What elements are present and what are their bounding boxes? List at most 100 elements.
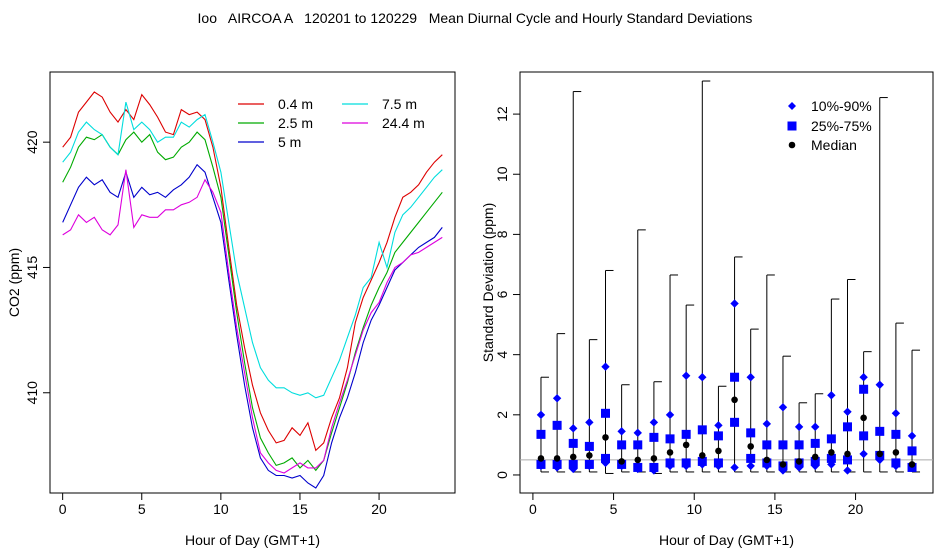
left-y-tick-label: 410: [24, 381, 40, 405]
point-median: [908, 461, 916, 468]
point-10-90-high: [585, 418, 594, 427]
right-y-tick-label: 8: [494, 230, 510, 238]
right-x-tick-label: 20: [848, 501, 864, 517]
point-25-75-low: [810, 456, 820, 466]
point-25-75-high: [649, 432, 659, 442]
point-10-90-low: [746, 461, 755, 471]
right-x-tick-label: 10: [686, 501, 702, 517]
line-series-7-5-m: [62, 101, 443, 399]
point-median: [634, 456, 642, 464]
left-x-tick-label: 20: [371, 501, 387, 517]
legend-dot-swatch: [788, 141, 796, 149]
point-10-90-high: [569, 424, 578, 433]
point-25-75-low: [601, 453, 611, 463]
legend-diamond-swatch: [788, 102, 796, 110]
point-25-75-low: [649, 462, 659, 472]
point-10-90-high: [875, 380, 884, 389]
point-median: [892, 449, 900, 456]
point-25-75-high: [810, 438, 820, 448]
point-25-75-low: [552, 459, 562, 469]
right-y-tick-label: 10: [494, 166, 510, 182]
point-10-90-high: [843, 407, 852, 417]
left-x-tick-label: 0: [59, 501, 67, 517]
left-y-tick-label: 415: [24, 256, 40, 280]
point-median: [553, 455, 561, 462]
right-x-tick-label: 5: [610, 501, 618, 517]
point-10-90-high: [778, 403, 788, 412]
legend-label: 5 m: [278, 134, 301, 150]
point-10-90-high: [681, 371, 691, 380]
legend-label: Median: [811, 137, 857, 153]
point-median: [537, 455, 545, 462]
point-25-75-high: [859, 384, 869, 394]
left-plot-frame: [49, 71, 456, 494]
point-25-75-low: [891, 458, 901, 468]
point-25-75-high: [536, 429, 546, 439]
point-10-90-low: [859, 449, 868, 459]
point-10-90-high: [665, 410, 675, 420]
point-10-90-high: [633, 428, 642, 438]
legend-label: 24.4 m: [382, 115, 425, 131]
line-series-24-4-m: [62, 169, 443, 474]
point-median: [811, 453, 819, 461]
point-25-75-high: [552, 420, 562, 430]
point-25-75-low: [568, 459, 578, 469]
right-y-tick-label: 0: [494, 471, 510, 479]
point-25-75-high: [730, 372, 740, 382]
point-10-90-low: [730, 463, 739, 472]
right-y-tick-label: 6: [494, 290, 510, 298]
point-25-75-high: [746, 428, 756, 438]
legend-square-swatch: [787, 121, 797, 131]
point-median: [586, 452, 593, 459]
legend-label: 7.5 m: [382, 96, 417, 112]
line-series-0-4-m: [62, 91, 443, 452]
point-10-90-high: [698, 373, 707, 382]
point-median: [747, 443, 754, 450]
point-25-75-high: [713, 431, 723, 441]
legend-label: 0.4 m: [278, 96, 313, 112]
left-x-axis-label: Hour of Day (GMT+1): [185, 532, 320, 548]
point-25-75-high: [762, 440, 772, 450]
point-25-75-high: [584, 441, 594, 451]
legend-label: 10%-90%: [811, 98, 872, 114]
right-y-axis-label: Standard Deviation (ppm): [480, 203, 496, 363]
point-25-75-low: [746, 453, 756, 463]
point-10-90-high: [891, 409, 901, 418]
point-25-75-low: [713, 458, 723, 468]
left-y-tick-label: 420: [24, 130, 40, 154]
point-10-90-high: [536, 410, 546, 420]
point-10-90-high: [794, 422, 804, 432]
left-x-tick-label: 10: [213, 501, 229, 517]
legend-label: 2.5 m: [278, 115, 313, 131]
point-25-75-high: [665, 434, 675, 444]
point-10-90-high: [714, 421, 723, 430]
point-10-90-high: [859, 373, 868, 382]
point-median: [844, 450, 851, 458]
point-10-90-high: [907, 431, 917, 441]
point-25-75-low: [730, 417, 740, 427]
point-median: [569, 453, 577, 461]
point-25-75-low: [681, 458, 691, 468]
point-median: [860, 414, 867, 422]
point-25-75-high: [681, 429, 691, 439]
legend-label: 25%-75%: [811, 118, 872, 134]
point-25-75-high: [633, 440, 643, 450]
point-25-75-low: [665, 458, 675, 468]
point-25-75-low: [826, 453, 836, 463]
right-x-axis-label: Hour of Day (GMT+1): [659, 532, 794, 548]
point-median: [715, 447, 722, 455]
point-10-90-high: [762, 419, 772, 429]
point-25-75-low: [633, 462, 643, 472]
point-25-75-high: [907, 446, 917, 456]
point-25-75-high: [875, 426, 885, 436]
right-plot-frame: [519, 71, 934, 494]
point-median: [731, 396, 738, 404]
point-25-75-high: [891, 429, 901, 439]
right-x-tick-label: 15: [767, 501, 783, 517]
point-10-90-high: [746, 373, 755, 382]
point-10-90-high: [730, 299, 739, 308]
right-y-tick-label: 12: [494, 106, 510, 122]
point-25-75-high: [794, 440, 804, 450]
point-10-90-high: [617, 427, 626, 436]
point-median: [779, 461, 787, 468]
